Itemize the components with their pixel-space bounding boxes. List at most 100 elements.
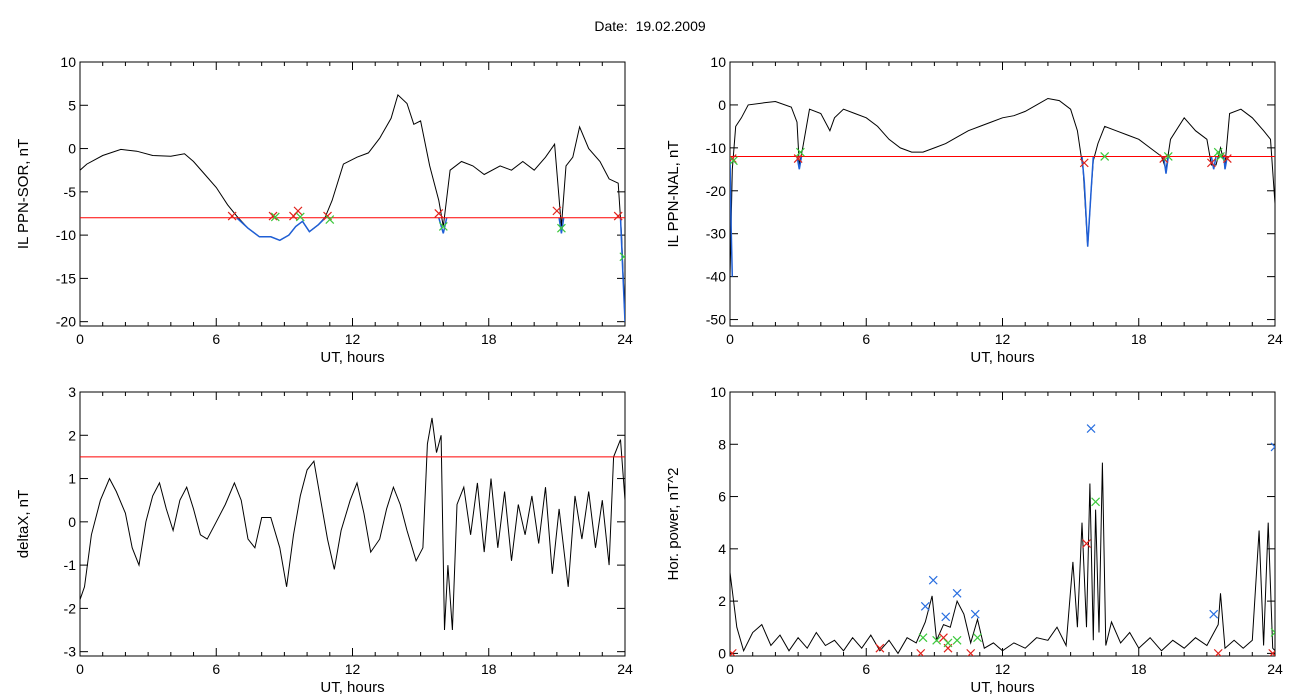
series-line xyxy=(80,417,625,631)
y-tick-label: -50 xyxy=(706,312,726,328)
plot-frame xyxy=(79,61,626,327)
x-axis-label: UT, hours xyxy=(970,349,1034,366)
plot-data-area xyxy=(80,93,625,322)
y-tick-label: 0 xyxy=(718,645,726,661)
marker-green xyxy=(918,633,928,643)
marker-green xyxy=(795,147,805,157)
y-axis-label: deltaX, nT xyxy=(15,490,32,558)
event-segment-line xyxy=(236,217,326,242)
marker-green xyxy=(1163,152,1173,161)
x-tick-label: 18 xyxy=(481,661,497,677)
event-segment-line xyxy=(1081,156,1095,247)
x-tick-label: 24 xyxy=(617,661,633,677)
marker-red xyxy=(613,211,623,221)
x-tick-label: 12 xyxy=(995,331,1011,347)
plot-data-area xyxy=(80,417,625,631)
marker-green xyxy=(295,212,305,222)
marker-green xyxy=(943,638,953,648)
y-tick-label: 1 xyxy=(68,471,76,487)
marker-red xyxy=(1082,539,1091,549)
plot-data-area xyxy=(730,424,1275,656)
x-tick-label: 24 xyxy=(1267,331,1283,347)
marker-red xyxy=(1159,154,1169,164)
y-tick-label: -20 xyxy=(706,183,726,199)
marker-red xyxy=(1268,648,1275,656)
marker-green xyxy=(1270,628,1275,637)
y-tick-label: -10 xyxy=(56,227,76,243)
x-tick-label: 18 xyxy=(1131,331,1147,347)
marker-green xyxy=(556,223,566,233)
marker-red xyxy=(1222,154,1232,164)
marker-red xyxy=(730,648,737,656)
marker-red xyxy=(730,154,737,164)
plot-frame xyxy=(729,61,1276,327)
y-tick-label: 10 xyxy=(710,54,726,70)
y-axis-label: IL PPN-NAL, nT xyxy=(665,141,682,248)
y-tick-label: 0 xyxy=(718,97,726,113)
y-tick-label: -10 xyxy=(706,140,726,156)
x-tick-label: 6 xyxy=(862,331,870,347)
marker-green xyxy=(325,215,335,224)
marker-red xyxy=(1213,648,1223,656)
y-tick-label: 6 xyxy=(718,489,726,505)
x-tick-label: 0 xyxy=(726,331,734,347)
x-axis-label: UT, hours xyxy=(320,679,384,696)
x-tick-label: 12 xyxy=(995,661,1011,677)
marker-green xyxy=(1100,152,1110,161)
y-axis-label: Hor. power, nT^2 xyxy=(665,468,682,581)
plot-data-area xyxy=(730,97,1275,277)
y-tick-label: -3 xyxy=(64,644,77,660)
x-tick-label: 6 xyxy=(212,331,220,347)
x-tick-label: 6 xyxy=(862,661,870,677)
y-tick-label: 4 xyxy=(718,541,726,557)
marker-green xyxy=(932,635,942,645)
marker-red xyxy=(1079,158,1089,168)
marker-red xyxy=(268,211,278,221)
marker-red xyxy=(227,211,237,221)
series-line xyxy=(730,462,1275,655)
marker-green xyxy=(952,635,962,645)
chart-panel-4: 0 6 12 18 24 10 8 6 4 2 0 UT, hours Hor. power, nT^2 xyxy=(665,384,1283,696)
marker-red xyxy=(293,206,303,216)
event-segment-line xyxy=(558,217,565,234)
marker-green xyxy=(1216,152,1225,161)
marker-red xyxy=(434,209,444,218)
chart-panel-2: 0 6 12 18 24 10 0 -10 -20 -30 -40 -50 UT, hours IL PP… xyxy=(665,54,1283,366)
marker-red xyxy=(966,648,976,656)
x-axis-label: UT, hours xyxy=(970,679,1034,696)
plot-frame xyxy=(79,391,626,657)
marker-blue xyxy=(970,609,980,619)
y-tick-label: -20 xyxy=(56,314,76,330)
event-segment-line xyxy=(730,156,734,277)
marker-green xyxy=(438,222,448,231)
y-tick-label: -2 xyxy=(64,600,77,616)
y-tick-label: 0 xyxy=(68,141,76,157)
marker-blue xyxy=(1209,609,1219,619)
marker-blue xyxy=(952,588,962,598)
marker-red xyxy=(916,648,926,656)
marker-blue xyxy=(928,575,938,585)
marker-red xyxy=(875,643,885,653)
marker-green xyxy=(270,212,280,222)
marker-green xyxy=(1213,147,1223,157)
marker-blue xyxy=(1086,424,1096,434)
y-tick-label: 10 xyxy=(710,384,726,400)
event-segment-line xyxy=(1223,156,1229,170)
event-segment-line xyxy=(619,217,625,322)
plot-frame xyxy=(729,391,1276,657)
marker-blue xyxy=(941,612,951,622)
y-tick-label: -15 xyxy=(56,270,76,286)
y-tick-label: -30 xyxy=(706,226,726,242)
y-tick-label: 0 xyxy=(68,514,76,530)
event-segment-line xyxy=(1210,156,1217,170)
page-title: Date: 19.02.2009 xyxy=(594,18,706,34)
marker-green xyxy=(619,252,625,262)
x-tick-label: 12 xyxy=(345,331,361,347)
y-axis-label: IL PPN-SOR, nT xyxy=(15,139,32,249)
x-tick-label: 6 xyxy=(212,661,220,677)
y-tick-label: 2 xyxy=(718,593,726,609)
series-line xyxy=(80,93,625,322)
y-tick-label: 5 xyxy=(68,97,76,113)
marker-green xyxy=(973,633,982,643)
x-tick-label: 0 xyxy=(76,661,84,677)
